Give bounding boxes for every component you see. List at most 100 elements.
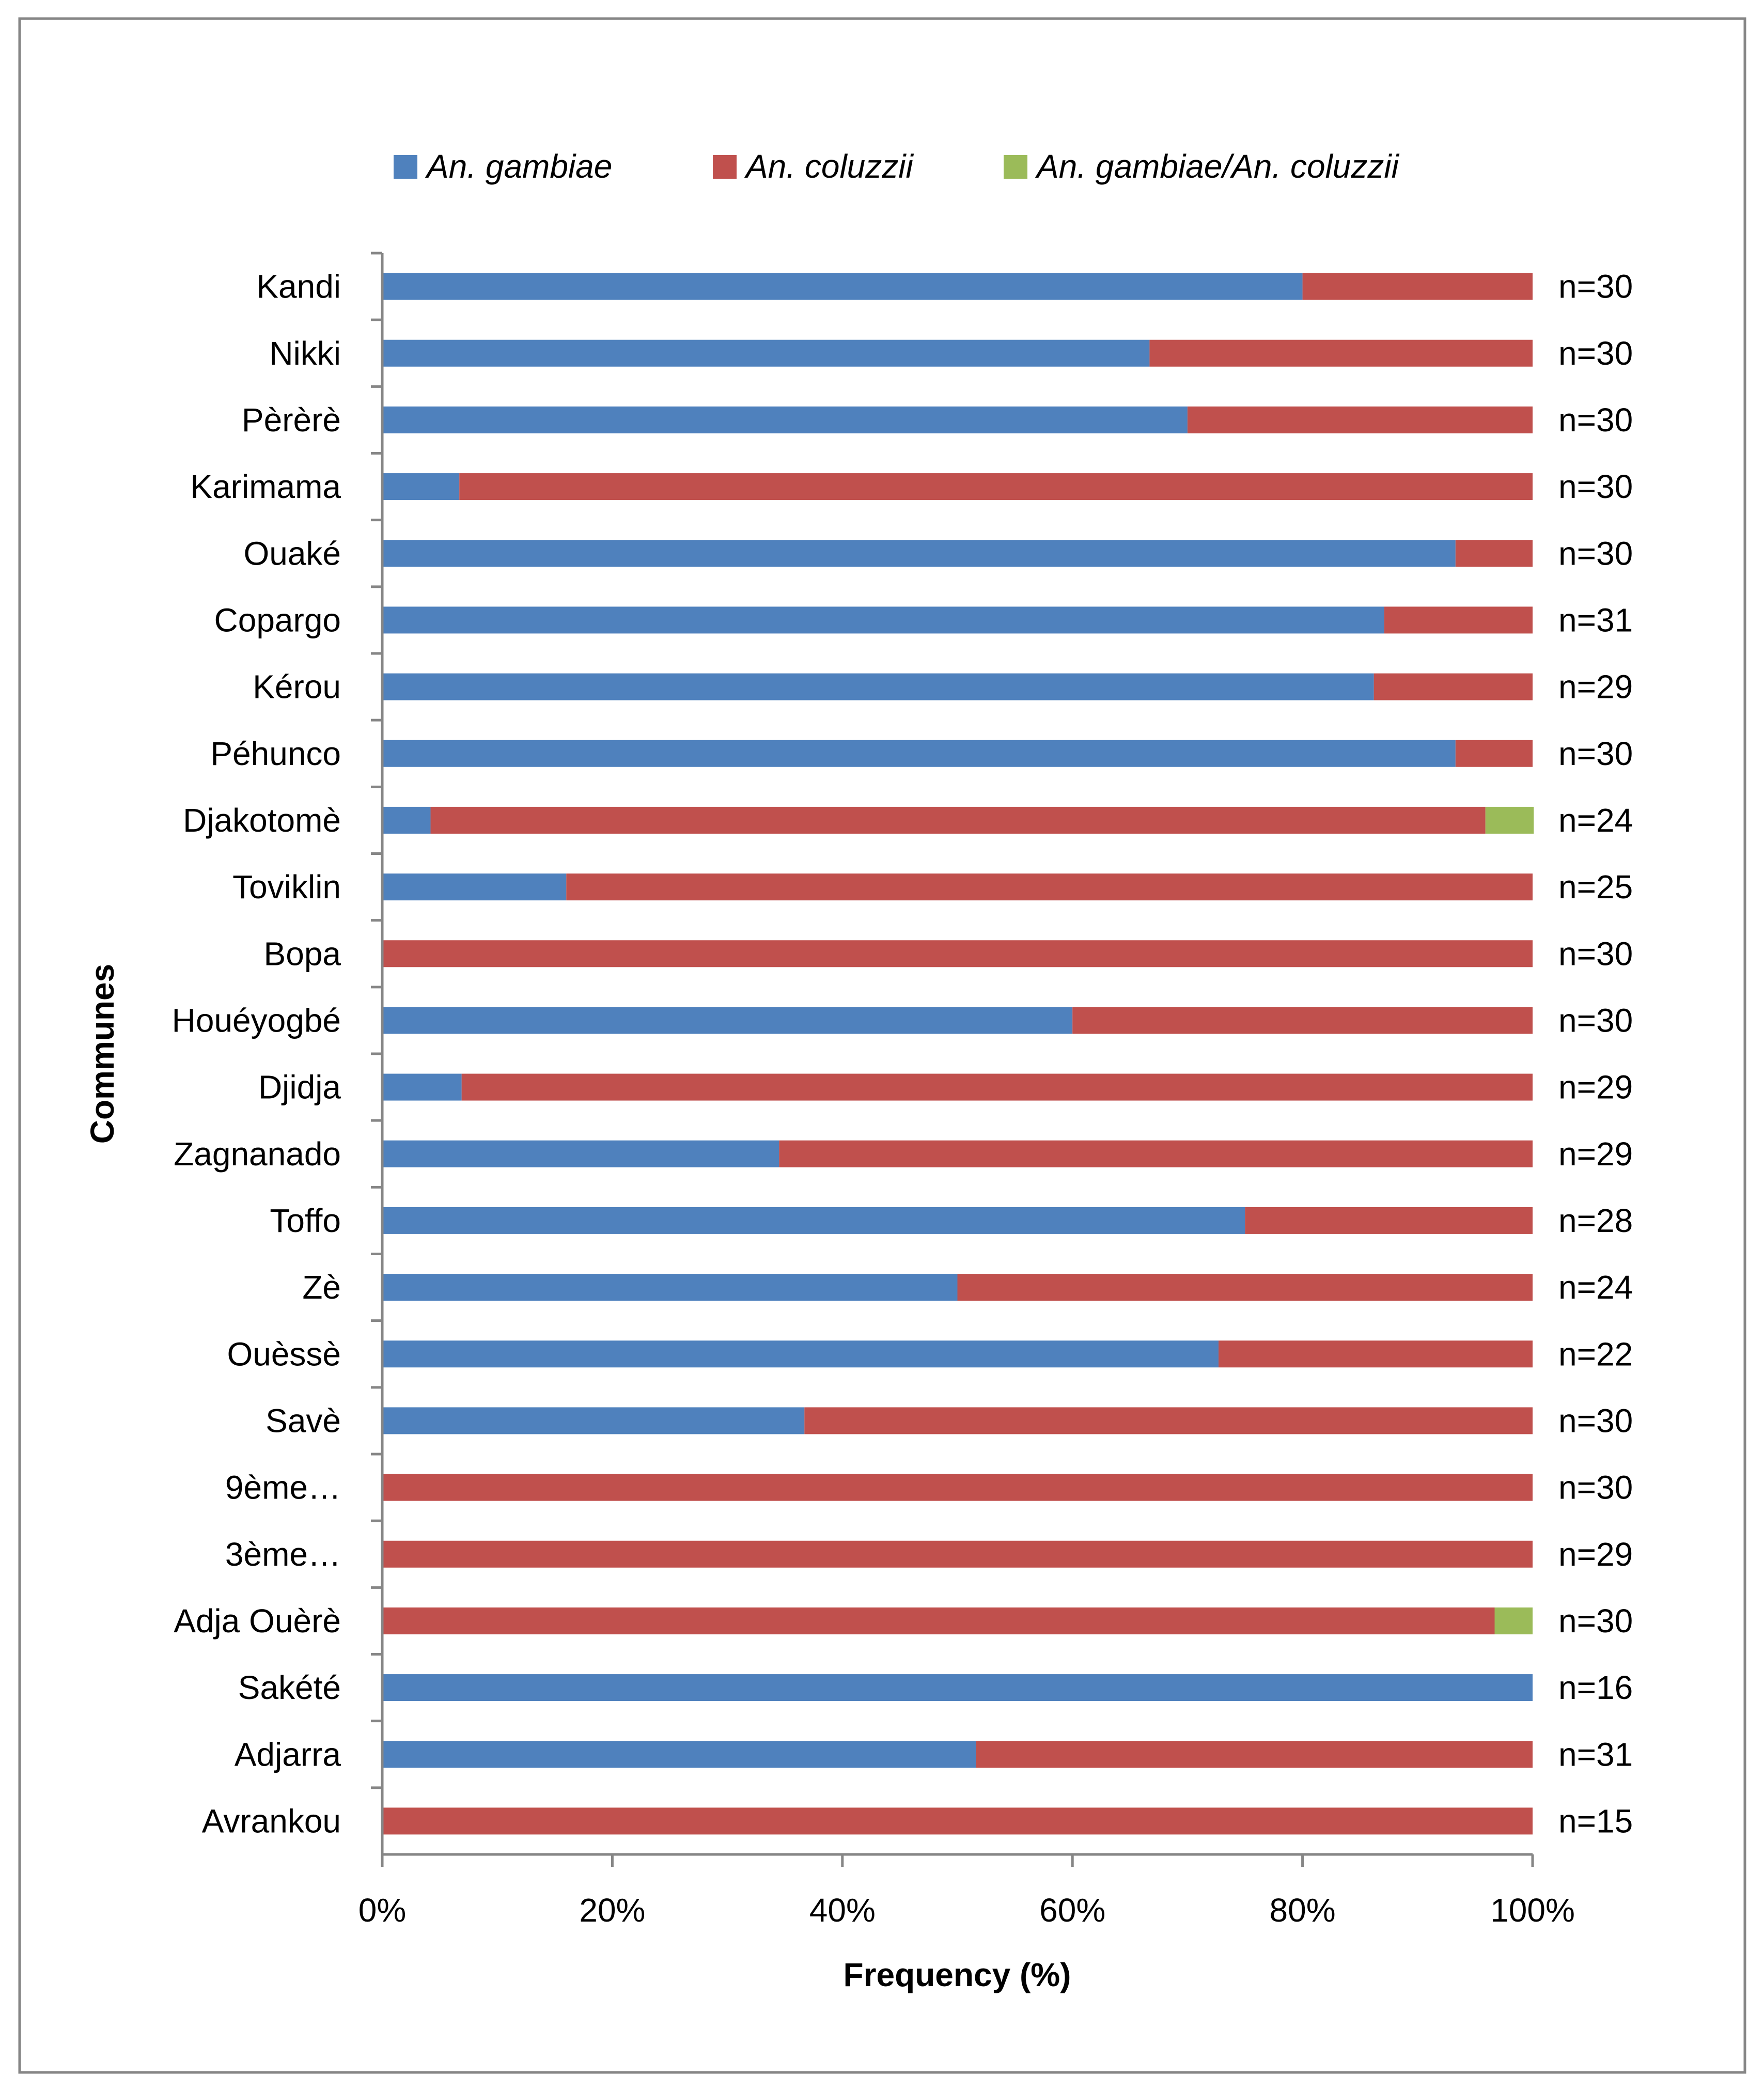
bar-segment-coluzzii (566, 873, 1533, 901)
bar-segment-coluzzii (957, 1274, 1533, 1301)
bar-segment-gambiae (382, 1741, 976, 1768)
bar-segment-gambiae (382, 540, 1456, 567)
bar-segment-gambiae (382, 606, 1384, 634)
bar-segment-coluzzii (1219, 1340, 1533, 1368)
sample-size-label: n=25 (1558, 868, 1633, 906)
category-label: Nikki (269, 335, 341, 372)
sample-size-label: n=30 (1558, 268, 1633, 305)
bar-segment-coluzzii (461, 1073, 1533, 1101)
category-label: Toviklin (232, 868, 341, 906)
bar-segment-coluzzii (1302, 273, 1533, 300)
sample-size-label: n=24 (1558, 1269, 1633, 1306)
sample-size-label: n=15 (1558, 1802, 1633, 1839)
legend-swatch-gambiae (394, 155, 417, 179)
sample-size-label: n=31 (1558, 1736, 1633, 1773)
category-label: Sakété (238, 1669, 341, 1706)
sample-size-label: n=29 (1558, 1069, 1633, 1106)
sample-size-label: n=28 (1558, 1202, 1633, 1239)
bar-segment-gambiae (382, 1340, 1219, 1368)
sample-size-label: n=30 (1558, 401, 1633, 439)
bar-segment-coluzzii (1072, 1007, 1533, 1034)
sample-size-label: n=30 (1558, 1002, 1633, 1039)
x-axis-ticks: 0% 20% 40% 60% 80% 100% (358, 1854, 1575, 1929)
sample-size-label: n=30 (1558, 1602, 1633, 1640)
bar-segment-gambiae (382, 1207, 1245, 1234)
category-label: Bopa (264, 935, 341, 972)
category-label: Zagnanado (174, 1135, 341, 1173)
bar-segment-coluzzii (382, 940, 1533, 968)
category-label: Adjarra (235, 1736, 341, 1773)
bar-segment-mixed (1485, 806, 1534, 834)
bar-segment-coluzzii (430, 806, 1486, 834)
bar-segment-coluzzii (1245, 1207, 1533, 1234)
bar-segment-gambiae (382, 873, 567, 901)
category-label: Zè (302, 1269, 341, 1306)
category-label: Houéyogbé (172, 1002, 341, 1039)
category-label: Copargo (214, 601, 341, 638)
bar-segment-gambiae (382, 406, 1188, 433)
bar-segment-gambiae (382, 1674, 1533, 1702)
bar-segment-gambiae (382, 1274, 958, 1301)
sample-size-label: n=30 (1558, 1469, 1633, 1506)
sample-size-label: n=22 (1558, 1335, 1633, 1372)
bar-segment-coluzzii (1455, 540, 1533, 567)
legend-swatch-mixed (1004, 155, 1027, 179)
sample-size-label: n=30 (1558, 1402, 1633, 1439)
bar-segment-coluzzii (382, 1807, 1533, 1835)
bar-segment-coluzzii (804, 1407, 1533, 1434)
bar-segment-coluzzii (382, 1474, 1533, 1501)
x-axis-title: Frequency (%) (844, 1956, 1071, 1993)
bar-segment-gambiae (382, 1073, 462, 1101)
category-label: Karimama (190, 468, 341, 505)
legend-label-gambiae: An. gambiae (425, 148, 612, 185)
legend: An. gambiae An. coluzzii An. gambiae/An.… (394, 148, 1400, 185)
bar-segment-coluzzii (382, 1607, 1495, 1634)
bar-segment-gambiae (382, 339, 1150, 367)
category-label: Adja Ouèrè (174, 1602, 341, 1640)
sample-size-label: n=30 (1558, 735, 1633, 772)
category-label: Ouaké (243, 535, 341, 572)
bar-segment-coluzzii (1187, 406, 1533, 433)
category-label: 3ème… (225, 1536, 341, 1573)
axes (371, 252, 1533, 1856)
sample-size-label: n=29 (1558, 1135, 1633, 1173)
bar-segment-coluzzii (459, 473, 1533, 501)
x-tick-label: 80% (1270, 1892, 1336, 1929)
y-axis-title: Communes (84, 964, 121, 1144)
bar-segment-gambiae (382, 806, 431, 834)
sample-size-label: n=24 (1558, 802, 1633, 839)
bar-segment-gambiae (382, 1140, 779, 1167)
legend-label-coluzzii: An. coluzzii (744, 148, 914, 185)
sample-size-label: n=29 (1558, 1536, 1633, 1573)
bar-segment-coluzzii (976, 1741, 1533, 1768)
bar-segment-coluzzii (1455, 740, 1533, 767)
bar-segment-gambiae (382, 1007, 1073, 1034)
category-labels: Kandi Nikki Pèrèrè Karimama Ouaké Copargo Kéro… (172, 268, 341, 1840)
bars (382, 273, 1534, 1835)
bar-segment-coluzzii (779, 1140, 1533, 1167)
sample-size-labels: n=30 n=30 n=30 n=30 n=30 n=31 n=29 n=30 n=24 n=25… (1558, 268, 1633, 1840)
bar-segment-gambiae (382, 273, 1303, 300)
bar-segment-coluzzii (1373, 673, 1533, 700)
x-tick-label: 0% (358, 1892, 407, 1929)
bar-segment-gambiae (382, 740, 1456, 767)
category-label: Avrankou (202, 1802, 341, 1839)
legend-swatch-coluzzii (713, 155, 737, 179)
category-label: Djakotomè (183, 802, 341, 839)
sample-size-label: n=29 (1558, 668, 1633, 706)
category-label: Ouèssè (227, 1335, 341, 1372)
bar-segment-gambiae (382, 473, 460, 501)
x-tick-label: 100% (1490, 1892, 1575, 1929)
legend-label-mixed: An. gambiae/An. coluzzii (1035, 148, 1400, 185)
x-tick-label: 60% (1039, 1892, 1105, 1929)
category-label: Savè (266, 1402, 341, 1439)
x-tick-label: 20% (579, 1892, 645, 1929)
bar-segment-mixed (1494, 1607, 1533, 1634)
sample-size-label: n=16 (1558, 1669, 1633, 1706)
x-tick-label: 40% (809, 1892, 876, 1929)
sample-size-label: n=30 (1558, 335, 1633, 372)
bar-segment-coluzzii (1149, 339, 1533, 367)
category-label: Djidja (258, 1069, 341, 1106)
sample-size-label: n=30 (1558, 468, 1633, 505)
